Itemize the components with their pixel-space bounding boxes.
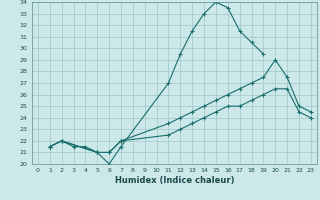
X-axis label: Humidex (Indice chaleur): Humidex (Indice chaleur) bbox=[115, 176, 234, 185]
